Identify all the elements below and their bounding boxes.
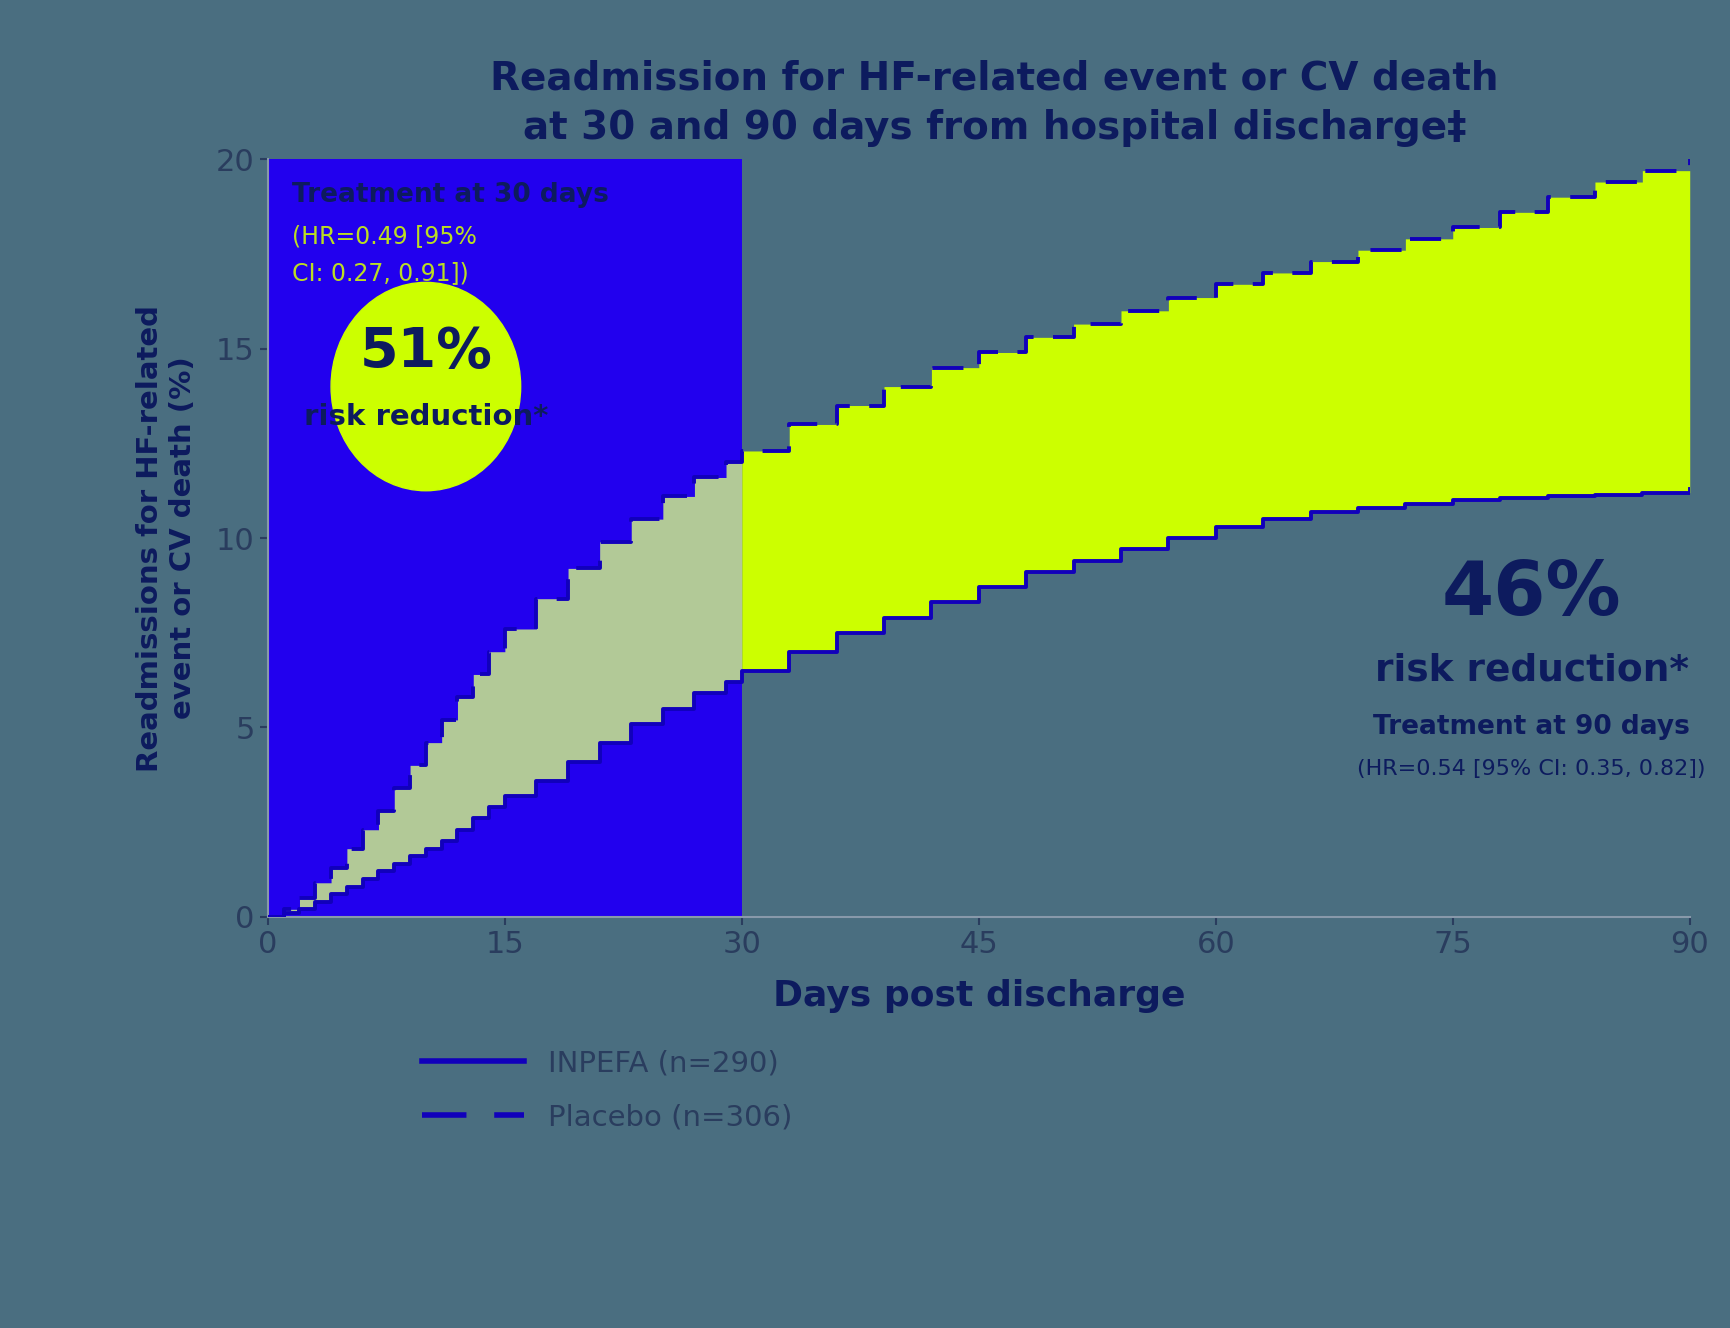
Y-axis label: Readmissions for HF-related
event or CV death (%): Readmissions for HF-related event or CV … (137, 304, 197, 772)
Text: (HR=0.54 [95% CI: 0.35, 0.82]): (HR=0.54 [95% CI: 0.35, 0.82]) (1358, 760, 1706, 780)
Text: CI: 0.27, 0.91]): CI: 0.27, 0.91]) (292, 262, 469, 286)
X-axis label: Days post discharge: Days post discharge (773, 979, 1185, 1012)
Text: Treatment at 30 days: Treatment at 30 days (292, 182, 609, 208)
Text: risk reduction*: risk reduction* (1375, 652, 1688, 689)
Text: 46%: 46% (1441, 558, 1621, 631)
Text: risk reduction*: risk reduction* (304, 402, 548, 430)
Text: Readmission for HF-related event or CV death: Readmission for HF-related event or CV d… (491, 60, 1498, 98)
Text: (HR=0.49 [95%: (HR=0.49 [95% (292, 223, 476, 248)
Text: Treatment at 90 days: Treatment at 90 days (1374, 714, 1690, 741)
Ellipse shape (330, 283, 521, 491)
Legend: INPEFA (n=290), Placebo (n=306): INPEFA (n=290), Placebo (n=306) (410, 1037, 803, 1143)
Text: 51%: 51% (360, 325, 493, 380)
Bar (268, 121, 742, 916)
Text: at 30 and 90 days from hospital discharge‡: at 30 and 90 days from hospital discharg… (522, 109, 1467, 147)
